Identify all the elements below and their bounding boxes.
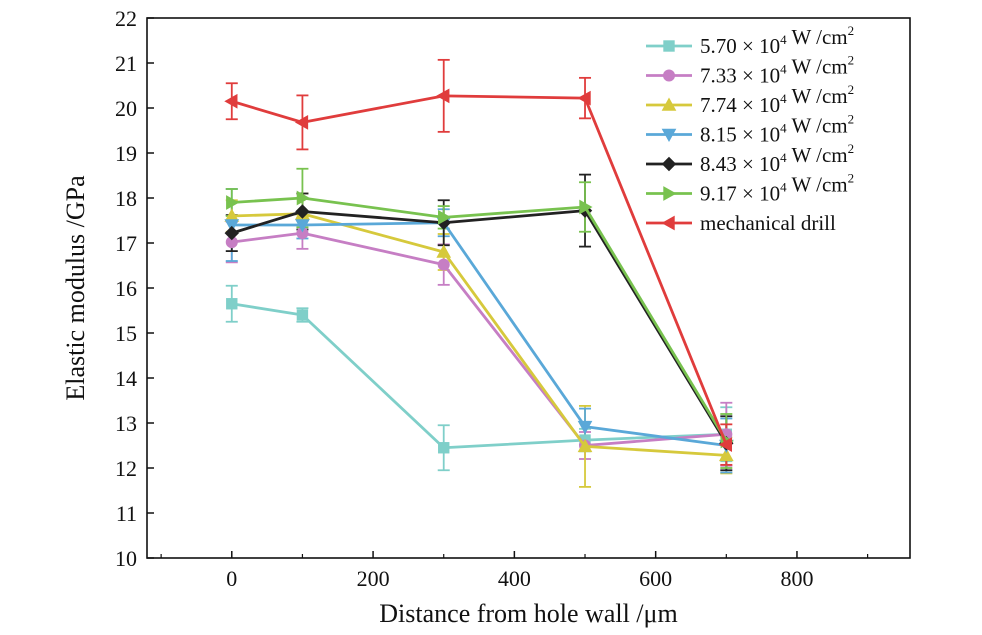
legend-text-part: 7.33 × 10 xyxy=(700,64,780,88)
legend-text-part: W /cm xyxy=(787,173,848,197)
legend-text-part: W /cm xyxy=(787,25,848,49)
legend-text-part: W /cm xyxy=(787,114,848,138)
legend-text-part: 5.70 × 10 xyxy=(700,34,780,58)
series-6-point xyxy=(226,195,240,210)
series-5-point xyxy=(295,204,310,219)
series-6-point xyxy=(438,210,452,225)
legend-swatch-marker xyxy=(661,215,675,231)
y-tick-label: 20 xyxy=(115,96,137,121)
legend-entry: 8.15 × 104 W /cm2 xyxy=(646,112,854,147)
legend-superscript: 2 xyxy=(848,141,855,156)
series-5-point xyxy=(224,225,239,241)
series-4-point xyxy=(577,420,593,435)
y-tick-label: 22 xyxy=(115,6,137,31)
y-tick-label: 11 xyxy=(116,501,137,526)
legend-superscript: 4 xyxy=(780,150,787,165)
series-1-point xyxy=(438,442,450,454)
legend-entry: 7.33 × 104 W /cm2 xyxy=(646,53,854,88)
series-5-line xyxy=(231,209,728,444)
series-6-point xyxy=(296,190,310,206)
y-axis-title: Elastic modulus /GPa xyxy=(61,175,90,401)
legend-superscript: 2 xyxy=(848,82,855,97)
legend-label: 7.74 × 104 W /cm2 xyxy=(700,82,854,117)
legend-swatch-marker xyxy=(663,186,677,201)
series-1-point xyxy=(296,309,309,321)
x-tick-label: 0 xyxy=(226,566,237,591)
y-tick-label: 15 xyxy=(115,321,137,346)
legend-swatch-marker xyxy=(661,156,677,172)
x-axis-title: Distance from hole wall /μm xyxy=(379,599,677,628)
legend-swatch-marker xyxy=(662,69,676,82)
legend-entry: 9.17 × 104 W /cm2 xyxy=(646,171,854,206)
legend-entry: 8.43 × 104 W /cm2 xyxy=(646,141,854,176)
legend-superscript: 4 xyxy=(780,180,787,195)
legend-label: 8.43 × 104 W /cm2 xyxy=(700,141,854,176)
legend-superscript: 2 xyxy=(848,53,855,68)
series-3-line xyxy=(231,212,727,457)
series-7-point xyxy=(577,90,591,106)
series-4-point xyxy=(295,219,310,233)
legend-superscript: 2 xyxy=(848,171,855,186)
series-layer xyxy=(224,88,734,462)
legend-superscript: 4 xyxy=(780,62,787,77)
series-7-point xyxy=(224,93,238,109)
x-tick-label: 200 xyxy=(357,566,390,591)
legend-label: 7.33 × 104 W /cm2 xyxy=(700,53,854,88)
series-1-point xyxy=(226,298,238,310)
legend-text-part: W /cm xyxy=(787,84,848,108)
series-7-point xyxy=(718,437,733,452)
legend-text-part: mechanical drill xyxy=(700,211,836,235)
legend-entry: mechanical drill xyxy=(646,211,836,235)
legend-swatch-marker xyxy=(661,97,677,111)
y-tick-label: 18 xyxy=(115,186,137,211)
y-tick-label: 17 xyxy=(115,231,137,256)
series-3-point xyxy=(577,438,593,453)
legend-entry: 7.74 × 104 W /cm2 xyxy=(646,82,854,117)
y-tick-label: 16 xyxy=(115,276,137,301)
series-7-point xyxy=(294,115,309,130)
legend-swatch-marker xyxy=(663,40,675,52)
legend-text-part: 9.17 × 10 xyxy=(700,182,780,206)
legend-superscript: 4 xyxy=(780,121,787,136)
series-3-point xyxy=(436,244,452,258)
series-7-line xyxy=(231,94,728,446)
legend-text-part: 8.15 × 10 xyxy=(700,123,780,147)
legend-swatch-marker xyxy=(661,128,677,143)
legend-superscript: 2 xyxy=(848,23,855,38)
series-3-point xyxy=(718,447,734,462)
y-tick-label: 10 xyxy=(115,546,137,571)
legend-label: 8.15 × 104 W /cm2 xyxy=(700,112,854,147)
legend-label: mechanical drill xyxy=(700,211,836,235)
legend-superscript: 2 xyxy=(848,112,855,127)
y-tick-label: 12 xyxy=(115,456,137,481)
series-2-point xyxy=(437,258,450,271)
y-tick-label: 14 xyxy=(115,366,137,391)
series-1-line xyxy=(231,302,727,450)
legend-text-part: W /cm xyxy=(787,143,848,167)
legend-entry: 5.70 × 104 W /cm2 xyxy=(646,23,854,58)
x-tick-label: 600 xyxy=(639,566,672,591)
legend-text-part: W /cm xyxy=(787,55,848,79)
legend-label: 9.17 × 104 W /cm2 xyxy=(700,171,854,206)
x-tick-label: 800 xyxy=(780,566,813,591)
legend-text-part: 8.43 × 10 xyxy=(700,152,780,176)
legend-label: 5.70 × 104 W /cm2 xyxy=(700,23,854,58)
series-7-point xyxy=(436,88,450,104)
y-tick-label: 21 xyxy=(115,51,137,76)
y-tick-label: 19 xyxy=(115,141,137,166)
x-tick-label: 400 xyxy=(498,566,531,591)
series-4-point xyxy=(224,219,240,233)
series-4-line xyxy=(231,221,727,447)
legend-superscript: 4 xyxy=(780,32,787,47)
legend-text-part: 7.74 × 10 xyxy=(700,93,780,117)
legend-superscript: 4 xyxy=(780,91,787,106)
series-6-point xyxy=(579,199,593,215)
y-tick-label: 13 xyxy=(115,411,137,436)
